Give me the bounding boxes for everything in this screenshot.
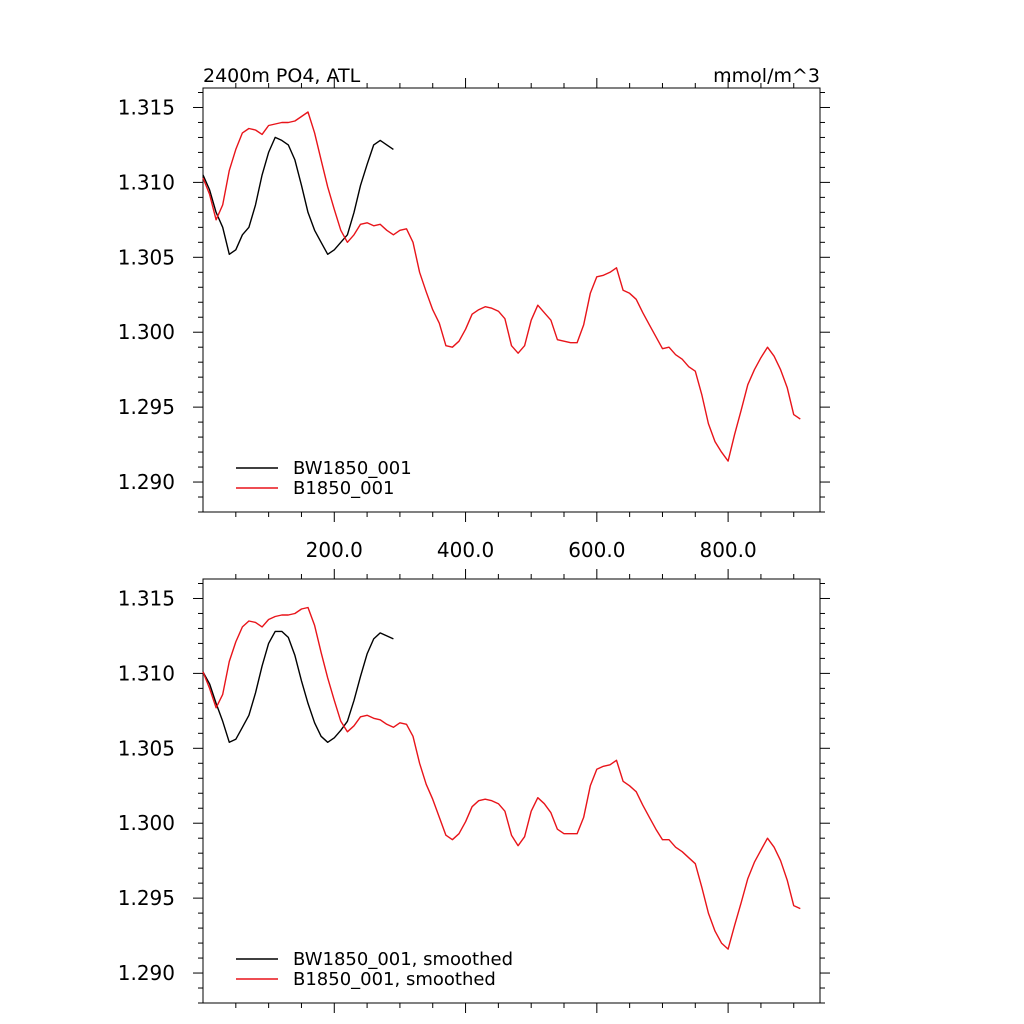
legend-label: BW1850_001: [293, 458, 412, 479]
legend-label: BW1850_001, smoothed: [293, 949, 513, 970]
series-line-b1850: [202, 111, 801, 462]
y-tick-label: 1.295: [118, 886, 175, 910]
x-tick-label: 400.0: [437, 538, 494, 562]
legend-label: B1850_001: [293, 478, 395, 499]
series-line-bw1850: [202, 136, 394, 255]
plot-frame: [202, 87, 821, 513]
bottom-axes: 1.315 1.310 1.305 1.300 1.295 1.290: [118, 569, 830, 1013]
y-tick-label: 1.310: [118, 170, 175, 194]
x-tick-label: 800.0: [699, 538, 756, 562]
y-tick-label: 1.300: [118, 320, 175, 344]
x-tick-label: 600.0: [568, 538, 625, 562]
chart-title: 2400m PO4, ATL: [203, 65, 361, 87]
y-tick-label: 1.315: [118, 95, 175, 119]
y-tick-label: 1.290: [118, 470, 175, 494]
y-tick-label: 1.305: [118, 736, 175, 760]
y-tick-label: 1.295: [118, 395, 175, 419]
series-line-bw1850: [202, 630, 394, 743]
y-tick-label: 1.310: [118, 661, 175, 685]
legend-label: B1850_001, smoothed: [293, 969, 496, 990]
y-tick-label: 1.305: [118, 245, 175, 269]
top-axes: 1.315 1.310 1.305 1.300 1.295 1.290 200.0 400.0…: [118, 78, 830, 562]
y-tick-label: 1.315: [118, 586, 175, 610]
y-tick-label: 1.290: [118, 961, 175, 985]
y-tick-label: 1.300: [118, 811, 175, 835]
top-series-group: [202, 111, 801, 462]
units-label: mmol/m^3: [713, 65, 820, 87]
top-panel: 2400m PO4, ATL mmol/m^3 1.3151.3101.3051…: [118, 65, 830, 562]
series-line-b1850: [202, 606, 801, 950]
bottom-panel: 1.315 1.310 1.305 1.300 1.295 1.290 BW1850_00…: [118, 569, 830, 1013]
plot-frame: [202, 578, 821, 1004]
bottom-series-group: [202, 606, 801, 950]
x-tick-label: 200.0: [306, 538, 363, 562]
